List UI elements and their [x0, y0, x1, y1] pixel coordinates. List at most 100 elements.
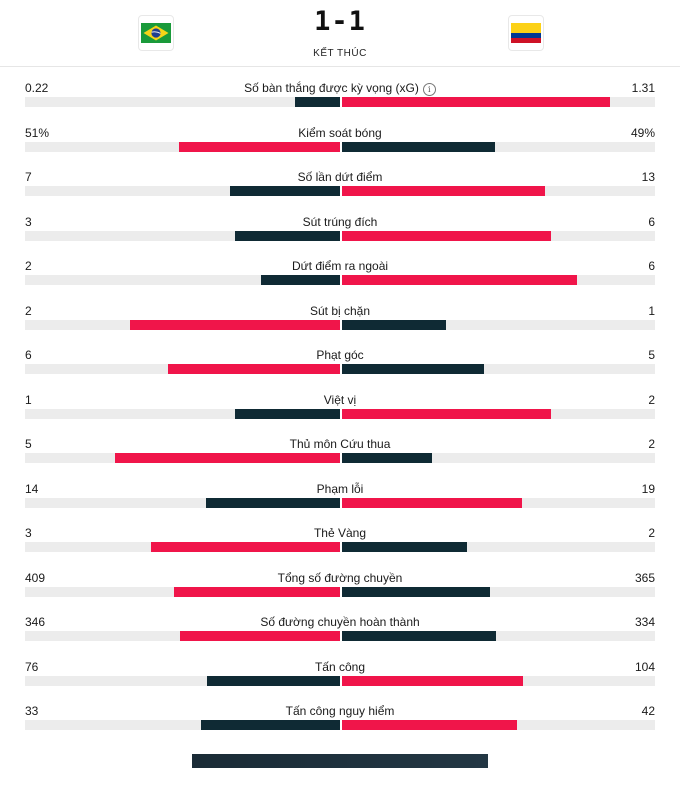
stat-row: 3 Sút trúng đích 6 [0, 200, 680, 245]
away-bar-track [342, 675, 655, 686]
home-bar-fill [129, 319, 340, 330]
stat-home-value: 14 [25, 481, 39, 496]
stat-label: Thẻ Vàng [0, 526, 680, 540]
stat-label: Kiểm soát bóng [0, 126, 680, 140]
stat-home-value: 3 [25, 526, 32, 540]
stat-home-value: 33 [25, 704, 39, 718]
match-header: 1-1 KẾT THÚC [0, 0, 680, 67]
stat-label-text: Sút trúng đích [302, 214, 378, 229]
stat-away-value: 49% [630, 125, 655, 140]
away-bar-track [342, 97, 655, 107]
home-bar-track [25, 586, 340, 597]
match-score: 1-1 [0, 6, 680, 37]
stat-away-value: 2 [648, 526, 655, 540]
away-bar-track [342, 631, 655, 641]
away-bar-fill [342, 275, 577, 285]
stat-away-value: 42 [641, 704, 655, 718]
stat-label-text: Phạm lỗi [316, 481, 364, 496]
home-bar-fill [201, 720, 340, 730]
stat-home-value: 2 [25, 303, 32, 318]
stat-label-text: Tấn công nguy hiểm [285, 704, 395, 718]
away-bar-fill [342, 408, 551, 419]
stat-label: Phạm lỗi [0, 482, 680, 496]
away-bar-fill [342, 141, 496, 152]
stat-label: Thủ môn Cứu thua [0, 437, 680, 451]
away-bar-track [342, 453, 655, 463]
home-bar-fill [207, 675, 340, 686]
away-bar-track [342, 319, 655, 330]
home-bar-track [25, 230, 340, 241]
home-bar-track [25, 275, 340, 285]
stat-row: 14 Phạm lỗi 19 [0, 467, 680, 512]
stat-row: 7 Số lần dứt điểm 13 [0, 155, 680, 200]
away-bar-fill [342, 364, 485, 374]
home-bar-fill [179, 631, 340, 641]
stat-label-text: Phạt góc [316, 348, 364, 362]
home-score: 1 [314, 6, 332, 37]
footer-bar [192, 754, 488, 768]
home-bar-track [25, 97, 340, 107]
away-bar-fill [342, 542, 468, 552]
home-bar-fill [151, 542, 340, 552]
stat-away-value: 1 [648, 303, 655, 318]
stat-label: Tấn công nguy hiểm [0, 704, 680, 718]
home-bar-track [25, 186, 340, 196]
stat-row: 0.22 Số bàn thắng được kỳ vọng (xG) i 1.31 [0, 66, 680, 111]
stat-home-value: 2 [25, 259, 32, 273]
info-icon[interactable]: i [422, 83, 436, 96]
stat-label: Sút trúng đích [0, 215, 680, 229]
stat-label-text: Kiểm soát bóng [298, 125, 382, 140]
home-bar-fill [168, 364, 340, 374]
stat-home-value: 5 [25, 437, 32, 451]
stat-row: 346 Số đường chuyền hoàn thành 334 [0, 600, 680, 645]
away-score: 1 [348, 6, 366, 37]
home-bar-track [25, 542, 340, 552]
stat-label-text: Số đường chuyền hoàn thành [260, 615, 420, 629]
home-bar-track [25, 720, 340, 730]
away-bar-fill [342, 497, 523, 508]
stat-row: 3 Thẻ Vàng 2 [0, 511, 680, 556]
stat-label-text: Dứt điểm ra ngoài [291, 259, 389, 273]
away-bar-fill [342, 186, 546, 196]
stat-home-value: 3 [25, 214, 32, 229]
away-bar-fill [342, 720, 518, 730]
stat-row: 51% Kiểm soát bóng 49% [0, 111, 680, 156]
stat-label: Số bàn thắng được kỳ vọng (xG) i [0, 81, 680, 96]
stat-away-value: 6 [648, 214, 655, 229]
stat-label: Tổng số đường chuyền [0, 571, 680, 585]
stat-label: Sút bị chặn [0, 304, 680, 318]
stat-away-value: 19 [641, 481, 655, 496]
stat-home-value: 7 [25, 170, 32, 184]
away-bar-track [342, 497, 655, 508]
stat-label-text: Sút bị chặn [309, 303, 371, 318]
away-bar-track [342, 141, 655, 152]
colombia-flag-icon[interactable] [508, 15, 544, 51]
home-bar-track [25, 453, 340, 463]
stat-row: 2 Sút bị chặn 1 [0, 289, 680, 334]
home-bar-fill [206, 497, 340, 508]
stat-row: 6 Phạt góc 5 [0, 333, 680, 378]
stat-label-text: Thẻ Vàng [313, 526, 367, 540]
home-bar-fill [229, 186, 340, 196]
stat-label-text: Số bàn thắng được kỳ vọng (xG) [244, 81, 419, 95]
away-bar-track [342, 364, 655, 374]
stat-home-value: 0.22 [25, 81, 49, 95]
home-bar-fill [173, 586, 340, 597]
away-bar-fill [342, 230, 551, 241]
stat-label: Tấn công [0, 660, 680, 674]
away-bar-fill [342, 97, 610, 107]
away-bar-fill [342, 631, 496, 641]
stat-label-text: Tấn công [314, 659, 366, 674]
away-bar-track [342, 720, 655, 730]
stat-away-value: 2 [648, 437, 655, 451]
stat-away-value: 1.31 [631, 81, 655, 95]
away-bar-track [342, 542, 655, 552]
home-bar-track [25, 319, 340, 330]
stat-row: 76 Tấn công 104 [0, 645, 680, 690]
brazil-flag-icon[interactable] [138, 15, 174, 51]
stat-home-value: 346 [25, 615, 46, 629]
stat-label: Việt vị [0, 393, 680, 407]
stat-row: 33 Tấn công nguy hiểm 42 [0, 689, 680, 734]
stat-row: 2 Dứt điểm ra ngoài 6 [0, 244, 680, 289]
stat-label-text: Thủ môn Cứu thua [289, 437, 391, 451]
